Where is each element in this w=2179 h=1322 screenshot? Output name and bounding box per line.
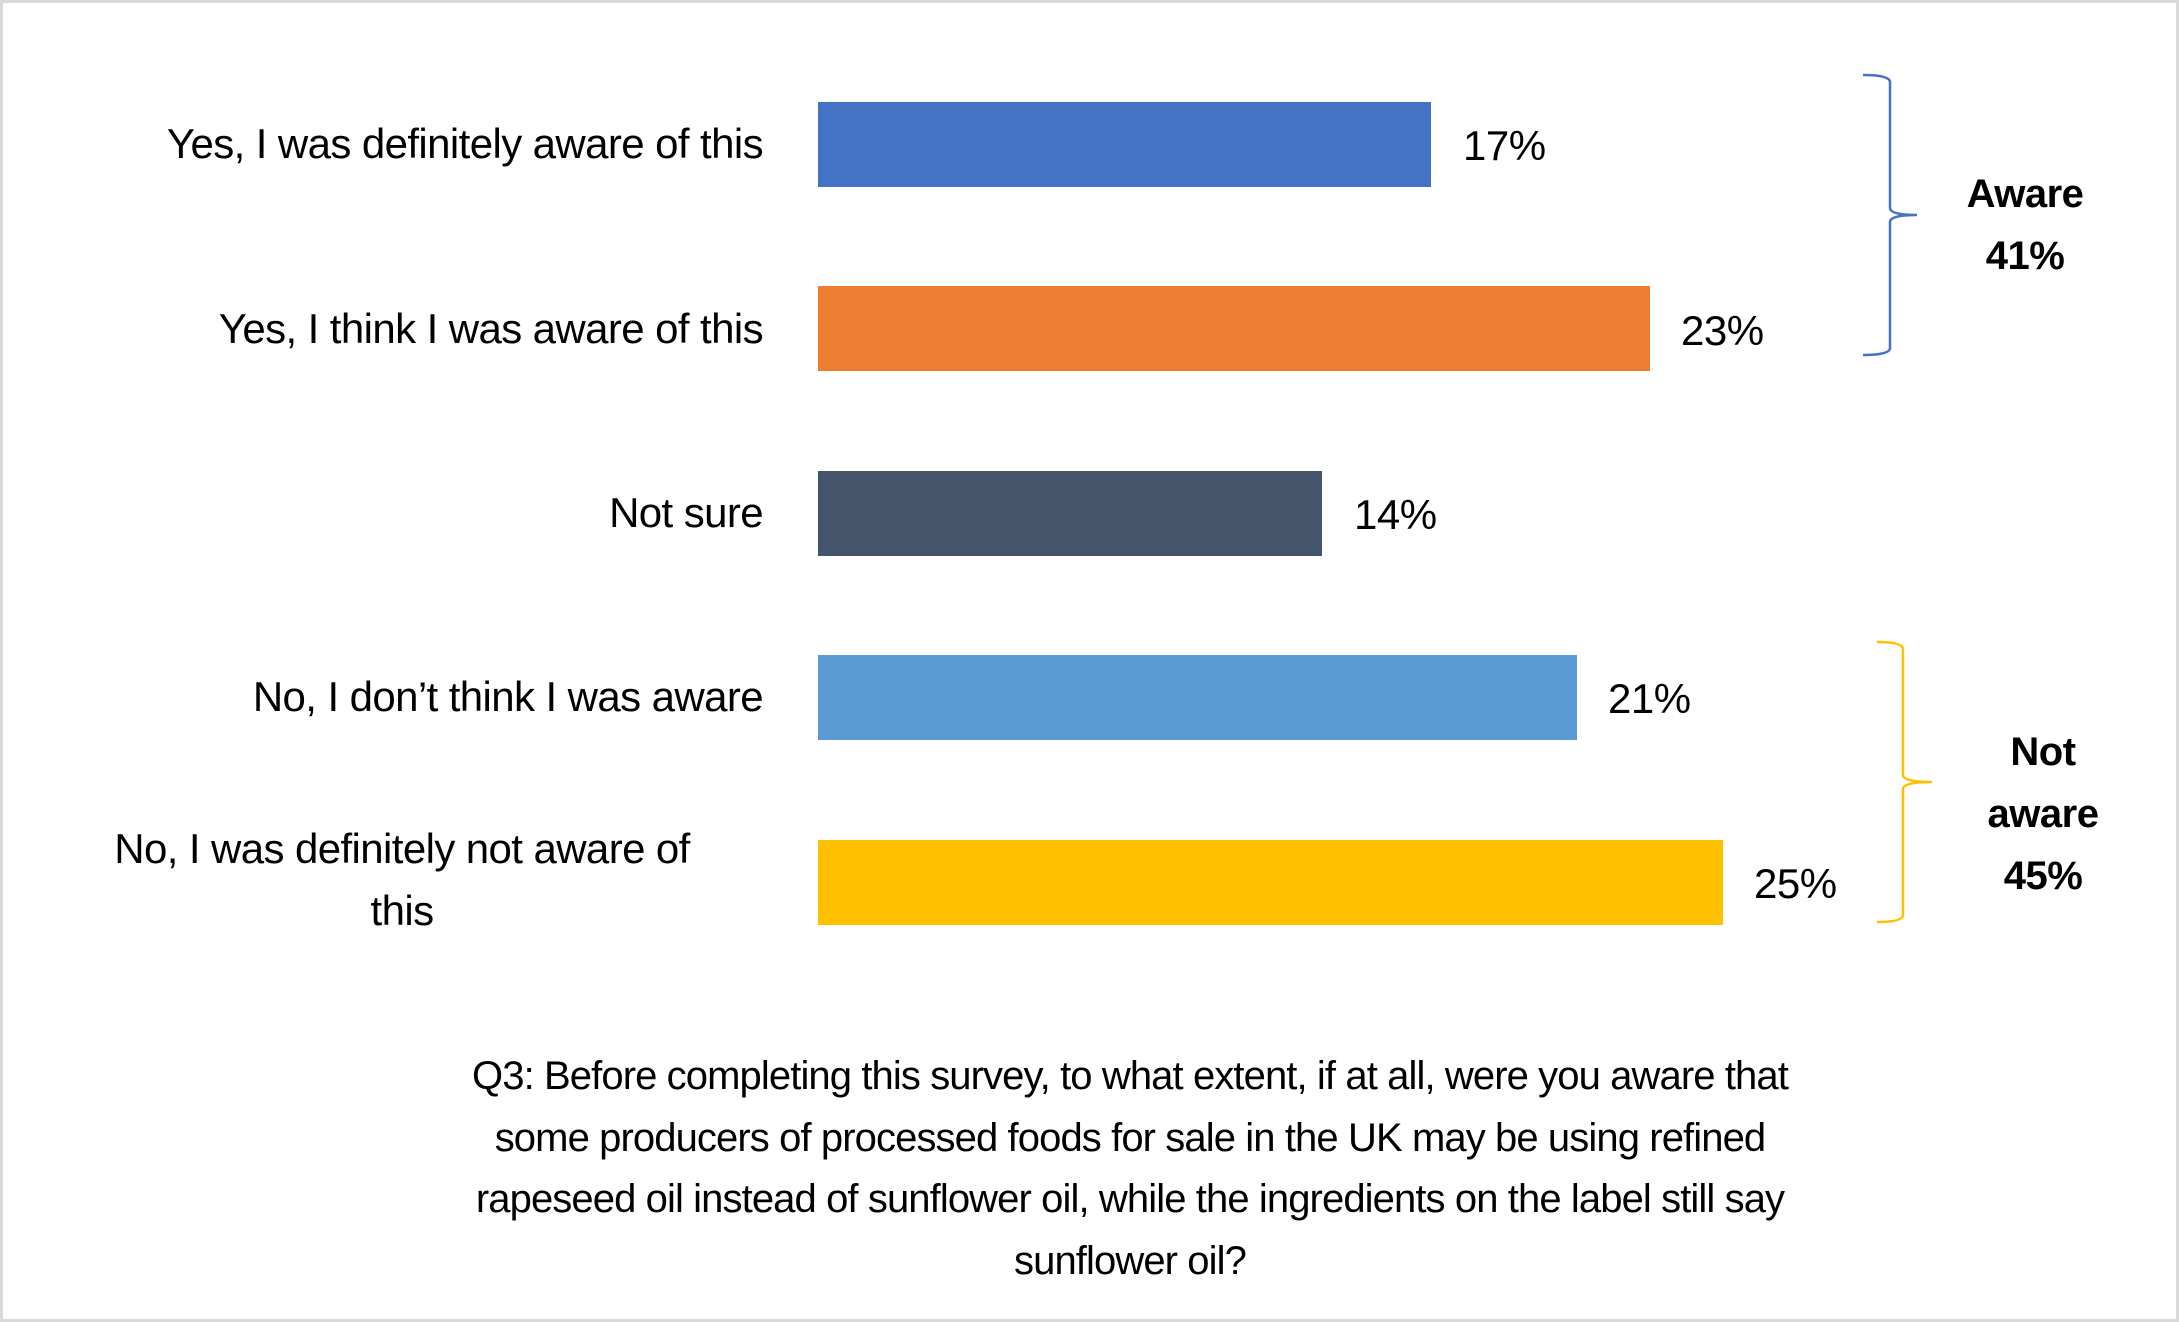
group-label-line: Aware	[1966, 172, 2084, 216]
category-label-not-sure: Not sure	[609, 482, 764, 544]
group-label-line: Not	[2010, 730, 2076, 774]
category-label-think-aware: Yes, I think I was aware of this	[218, 298, 764, 360]
bar-not-sure	[818, 471, 1322, 556]
category-label-text: Yes, I think I was aware of this	[218, 305, 764, 352]
group-label-percent: 41%	[1985, 234, 2065, 278]
category-label-line-1: No, I was definitely not aware of	[114, 825, 690, 872]
bar-definitely-not-aware	[818, 840, 1723, 925]
group-label-not-aware: Not aware 45%	[1943, 721, 2143, 907]
category-label-definitely-aware: Yes, I was definitely aware of this	[166, 113, 764, 175]
caption-line: sunflower oil?	[1014, 1238, 1247, 1283]
caption-line: some producers of processed foods for sa…	[494, 1115, 1766, 1160]
caption-line: rapeseed oil instead of sunflower oil, w…	[475, 1177, 1785, 1221]
bar-definitely-aware	[818, 102, 1431, 187]
bar-dont-think-aware	[818, 655, 1577, 740]
value-label-think-aware: 23%	[1681, 307, 1764, 354]
aware-brace-icon	[1862, 73, 1918, 357]
category-label-text: Not sure	[609, 489, 764, 536]
question-caption: Q3: Before completing this survey, to wh…	[280, 1046, 1980, 1292]
group-label-percent: 45%	[2003, 854, 2083, 898]
category-label-text: Yes, I was definitely aware of this	[166, 120, 764, 167]
value-label-dont-think-aware: 21%	[1608, 675, 1691, 722]
category-label-line-2: this	[370, 887, 435, 934]
group-label-line: aware	[1987, 792, 2099, 836]
category-label-dont-think-aware: No, I don’t think I was aware	[252, 666, 764, 728]
value-label-not-sure: 14%	[1354, 491, 1437, 538]
bar-think-aware	[818, 286, 1650, 371]
category-label-definitely-not-aware: No, I was definitely not aware of this	[41, 818, 763, 942]
category-label-text: No, I don’t think I was aware	[252, 673, 764, 720]
not-aware-brace-icon	[1876, 640, 1933, 924]
group-label-aware: Aware 41%	[1925, 163, 2125, 287]
caption-line: Q3: Before completing this survey, to wh…	[472, 1054, 1789, 1098]
value-label-definitely-aware: 17%	[1463, 122, 1546, 169]
value-label-definitely-not-aware: 25%	[1754, 860, 1837, 907]
